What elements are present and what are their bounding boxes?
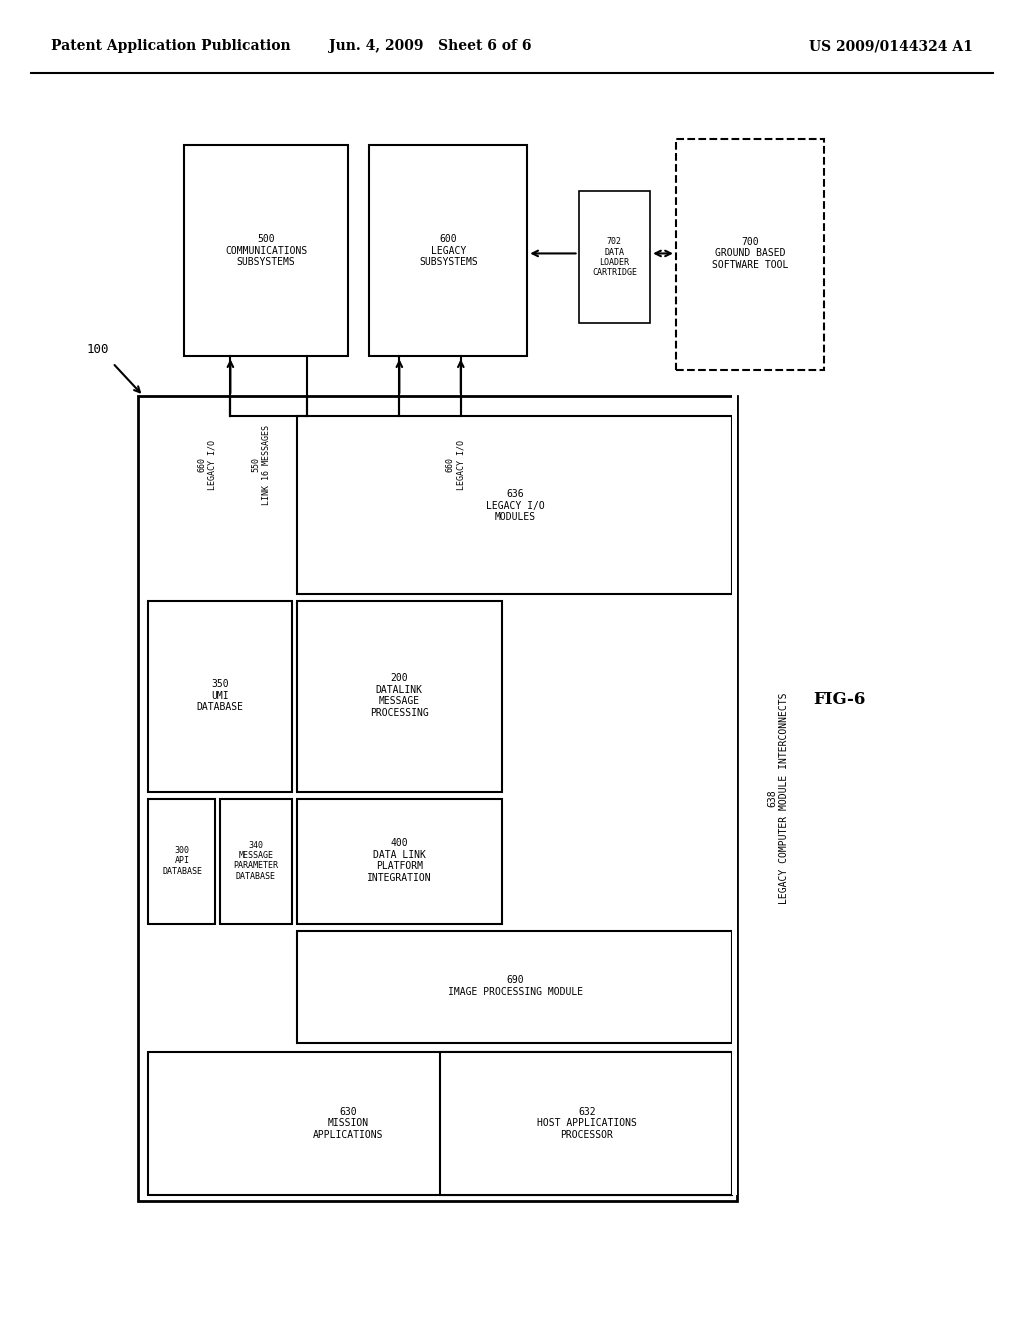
Text: 350
UMI
DATABASE: 350 UMI DATABASE [197, 678, 244, 713]
Text: 300
API
DATABASE: 300 API DATABASE [162, 846, 203, 875]
Bar [440, 1052, 732, 1195]
Bar [148, 799, 215, 924]
Text: 638
LEGACY COMPUTER MODULE INTERCONNECTS: 638 LEGACY COMPUTER MODULE INTERCONNECTS [767, 693, 790, 904]
Bar [579, 191, 650, 323]
Bar [297, 799, 502, 924]
Text: 340
MESSAGE
PARAMETER
DATABASE: 340 MESSAGE PARAMETER DATABASE [233, 841, 279, 880]
Bar [220, 799, 292, 924]
Bar [732, 389, 737, 1195]
Text: 636
LEGACY I/O
MODULES: 636 LEGACY I/O MODULES [485, 488, 545, 523]
Bar [297, 931, 732, 1043]
Text: 630
MISSION
APPLICATIONS: 630 MISSION APPLICATIONS [313, 1106, 383, 1140]
Text: 702
DATA
LOADER
CARTRIDGE: 702 DATA LOADER CARTRIDGE [592, 238, 637, 277]
Text: 600
LEGACY
SUBSYSTEMS: 600 LEGACY SUBSYSTEMS [419, 234, 478, 268]
Text: 660
LEGACY I/O: 660 LEGACY I/O [198, 440, 216, 490]
Bar [148, 601, 292, 792]
Text: 632
HOST APPLICATIONS
PROCESSOR: 632 HOST APPLICATIONS PROCESSOR [537, 1106, 637, 1140]
Text: Patent Application Publication: Patent Application Publication [51, 40, 291, 53]
Bar [148, 1052, 732, 1195]
Bar [297, 601, 502, 792]
Bar [138, 396, 737, 1201]
Text: 550
LINK 16 MESSAGES: 550 LINK 16 MESSAGES [252, 425, 270, 504]
Bar [676, 139, 824, 370]
Bar [369, 145, 527, 356]
Text: 660
LEGACY I/O: 660 LEGACY I/O [446, 440, 465, 490]
Text: 500
COMMUNICATIONS
SUBSYSTEMS: 500 COMMUNICATIONS SUBSYSTEMS [225, 234, 307, 268]
Text: FIG-6: FIG-6 [813, 692, 866, 708]
Text: 690
IMAGE PROCESSING MODULE: 690 IMAGE PROCESSING MODULE [447, 975, 583, 997]
Text: 200
DATALINK
MESSAGE
PROCESSING: 200 DATALINK MESSAGE PROCESSING [370, 673, 429, 718]
Bar [297, 416, 732, 594]
Text: US 2009/0144324 A1: US 2009/0144324 A1 [809, 40, 973, 53]
Text: 400
DATA LINK
PLATFORM
INTEGRATION: 400 DATA LINK PLATFORM INTEGRATION [367, 838, 432, 883]
Text: 700
GROUND BASED
SOFTWARE TOOL: 700 GROUND BASED SOFTWARE TOOL [713, 236, 788, 271]
Bar [184, 145, 348, 356]
Text: 100: 100 [86, 343, 109, 356]
Text: Jun. 4, 2009   Sheet 6 of 6: Jun. 4, 2009 Sheet 6 of 6 [329, 40, 531, 53]
